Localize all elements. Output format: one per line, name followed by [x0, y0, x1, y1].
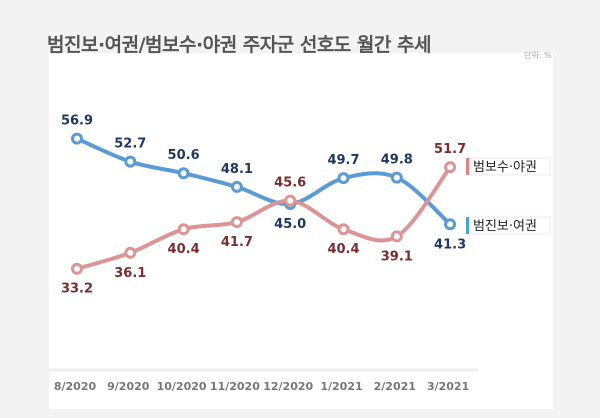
data-label: 39.1: [381, 249, 413, 264]
data-point: [177, 167, 190, 180]
data-label: 49.8: [381, 153, 413, 168]
data-label: 45.6: [274, 176, 306, 191]
x-tick-label: 12/2020: [263, 380, 313, 393]
data-point: [230, 180, 243, 193]
data-label: 51.7: [434, 142, 466, 157]
data-point: [177, 223, 190, 236]
legend-box: [469, 216, 551, 235]
data-point: [390, 171, 403, 184]
data-point: [71, 132, 83, 145]
data-point: [337, 172, 350, 185]
x-tick-label: 3/2021: [427, 380, 469, 393]
unit-label: 단위: %: [524, 51, 552, 60]
x-tick-label: 9/2020: [107, 380, 150, 393]
chart-title: 범진보·여권/범보수·야권 주자군 선호도 월간 추세: [47, 34, 431, 56]
data-point: [337, 223, 350, 236]
data-label: 50.6: [168, 148, 200, 163]
data-label: 40.4: [168, 242, 200, 257]
data-label: 56.9: [61, 114, 93, 129]
legend-swatch: [466, 158, 469, 175]
data-point: [71, 262, 83, 275]
data-point: [390, 230, 403, 243]
data-label: 52.7: [114, 137, 146, 152]
data-point: [444, 218, 457, 231]
data-point: [230, 216, 243, 229]
data-point: [444, 161, 457, 174]
legend-label: 범진보·여권: [473, 219, 537, 234]
x-tick-label: 10/2020: [157, 380, 207, 393]
data-label: 49.7: [327, 153, 359, 168]
legend-box: [469, 157, 551, 176]
legend-label: 범보수·야권: [473, 160, 537, 175]
x-tick-label: 8/2020: [54, 380, 97, 393]
data-point: [124, 155, 137, 168]
x-tick-label: 11/2020: [210, 380, 260, 393]
data-label: 41.7: [221, 235, 253, 250]
data-point: [284, 194, 297, 207]
x-tick-label: 2/2021: [374, 380, 416, 393]
data-label: 36.1: [114, 266, 146, 281]
data-label: 48.1: [221, 162, 253, 177]
legend-swatch: [466, 217, 469, 234]
x-tick-label: 1/2021: [320, 380, 362, 393]
data-label: 40.4: [327, 242, 359, 257]
data-label: 45.0: [274, 217, 306, 232]
data-point: [124, 246, 137, 259]
data-label: 33.2: [61, 282, 93, 297]
data-label: 41.3: [434, 237, 466, 252]
